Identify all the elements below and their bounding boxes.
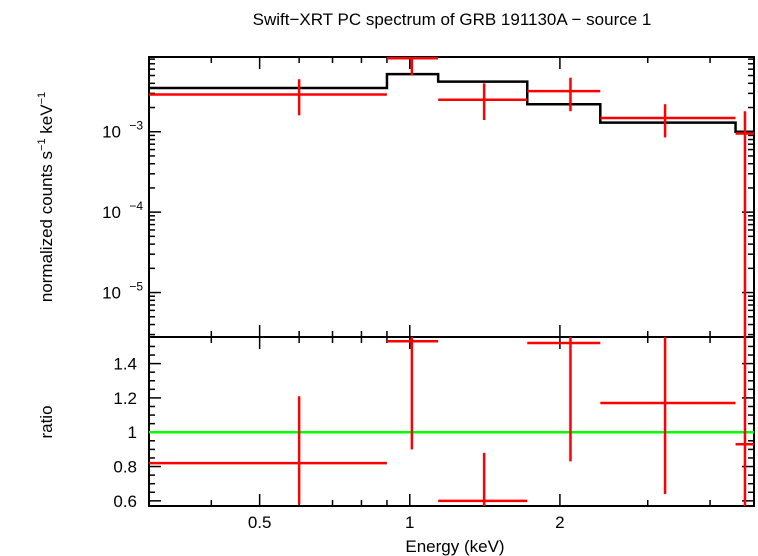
ratio-point	[149, 396, 387, 505]
ylabel-mid: keV	[37, 104, 56, 139]
data-layer	[149, 57, 754, 506]
x-tick-label: 1	[405, 513, 414, 532]
ylabel-sup2: −1	[36, 92, 48, 105]
tick-exponent: −4	[129, 199, 143, 213]
bottom-y-tick-label: 0.6	[113, 492, 137, 511]
tick-labels: 0.5 1 2 10 −3 10 −4 10 −5 0.6 0.8 1 1.2 1.4	[102, 119, 565, 532]
tick-base: 10	[102, 284, 121, 303]
bottom-y-tick-label: 1.4	[113, 355, 137, 374]
ratio-point	[527, 337, 601, 462]
ratio-point	[438, 452, 528, 506]
tick-exponent: −5	[129, 280, 143, 294]
top-y-tick-label: 10 −3	[102, 119, 143, 142]
spectrum-point	[600, 104, 736, 138]
chart-title: Swift−XRT PC spectrum of GRB 191130A − s…	[253, 10, 652, 29]
x-tick-label: 2	[555, 513, 564, 532]
ylabel-main: normalized counts s	[37, 151, 56, 302]
model-layer	[149, 72, 754, 133]
ratio-point	[386, 337, 439, 450]
ratio-point	[600, 337, 736, 494]
tick-base: 10	[102, 203, 121, 222]
tick-base: 10	[102, 123, 121, 142]
axis-ticks	[148, 57, 754, 506]
top-y-tick-label: 10 −4	[102, 199, 143, 222]
ratio-point	[735, 337, 754, 506]
x-axis-label: Energy (keV)	[405, 537, 504, 556]
spectrum-point	[735, 111, 754, 337]
spectrum-point	[149, 79, 387, 116]
bottom-y-tick-label: 1	[128, 423, 137, 442]
x-tick-label: 0.5	[248, 513, 272, 532]
tick-exponent: −3	[129, 119, 143, 133]
model-step-line	[149, 72, 754, 133]
spectrum-point	[386, 57, 439, 76]
bottom-y-tick-label: 0.8	[113, 458, 137, 477]
bottom-y-tick-label: 1.2	[113, 389, 137, 408]
top-y-tick-label: 10 −5	[102, 280, 143, 303]
top-y-axis-label: normalized counts s−1 keV−1	[36, 92, 56, 302]
spectrum-point	[527, 77, 601, 112]
bottom-y-axis-label: ratio	[37, 405, 56, 438]
spectrum-point	[438, 83, 528, 120]
ylabel-sup1: −1	[36, 138, 48, 151]
bottom-panel-frame	[148, 336, 755, 507]
